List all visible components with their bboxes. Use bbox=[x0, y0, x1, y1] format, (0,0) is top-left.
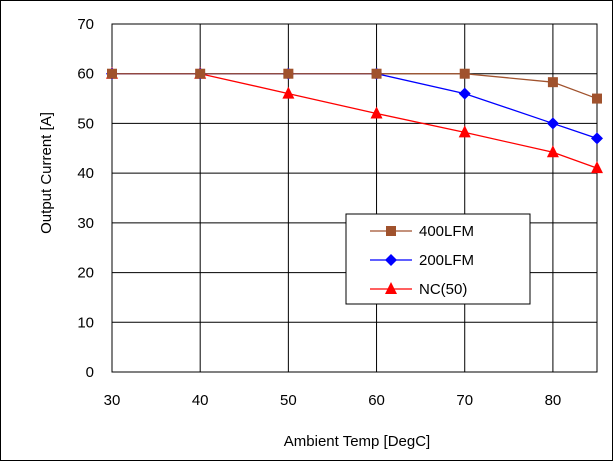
legend-marker-0 bbox=[386, 226, 396, 236]
series-2 bbox=[106, 66, 603, 174]
legend-item-1: 200LFM bbox=[370, 252, 474, 269]
legend-label-0: 400LFM bbox=[419, 223, 474, 240]
x-axis-label: Ambient Temp [DegC] bbox=[284, 433, 430, 450]
x-tick-label-1: 40 bbox=[192, 392, 209, 409]
series-2-point-6 bbox=[591, 161, 603, 174]
series-1-point-6 bbox=[591, 132, 603, 145]
series-1-point-4 bbox=[458, 87, 471, 100]
series-2-point-2 bbox=[282, 86, 295, 99]
series-0-point-3 bbox=[371, 68, 382, 79]
series-line-0 bbox=[112, 73, 598, 100]
y-tick-label-6: 60 bbox=[77, 66, 94, 83]
series-line-2 bbox=[112, 73, 598, 169]
legend-marker-1 bbox=[385, 254, 397, 266]
x-tick-labels: 30 40 50 60 70 80 bbox=[104, 392, 562, 409]
series-0-point-2 bbox=[283, 68, 294, 79]
y-tick-label-4: 40 bbox=[77, 165, 94, 182]
series-2-point-5 bbox=[546, 145, 559, 158]
grid-lines bbox=[111, 23, 598, 373]
series-1-point-5 bbox=[546, 117, 559, 130]
legend: 400LFM 200LFM NC(50) bbox=[345, 213, 531, 305]
series-2-point-3 bbox=[370, 106, 383, 119]
series-0-point-6 bbox=[592, 93, 602, 104]
y-tick-labels: 0 10 20 30 40 50 60 70 bbox=[77, 16, 94, 381]
legend-item-2: NC(50) bbox=[370, 281, 467, 298]
x-tick-label-0: 30 bbox=[104, 392, 121, 409]
y-tick-label-3: 30 bbox=[77, 215, 94, 232]
series-0-point-4 bbox=[459, 68, 470, 79]
x-tick-label-5: 80 bbox=[545, 392, 562, 409]
x-tick-label-3: 60 bbox=[368, 392, 385, 409]
series-0-point-5 bbox=[547, 77, 558, 88]
series-2-point-4 bbox=[458, 125, 471, 138]
y-tick-label-0: 0 bbox=[86, 364, 94, 381]
legend-item-0: 400LFM bbox=[370, 223, 474, 240]
series-0-point-0 bbox=[107, 68, 117, 79]
legend-marker-2 bbox=[385, 282, 397, 294]
y-axis-label: Output Current [A] bbox=[38, 112, 55, 234]
y-tick-label-7: 70 bbox=[77, 16, 94, 33]
legend-label-1: 200LFM bbox=[419, 252, 474, 269]
legend-label-2: NC(50) bbox=[419, 281, 467, 298]
series-line-1 bbox=[112, 73, 598, 139]
series-0 bbox=[107, 68, 602, 104]
plot-area-border bbox=[111, 23, 598, 373]
y-tick-label-2: 20 bbox=[77, 265, 94, 282]
y-tick-label-1: 10 bbox=[77, 314, 94, 331]
x-tick-label-2: 50 bbox=[280, 392, 297, 409]
series-0-point-1 bbox=[195, 68, 206, 79]
series-layer bbox=[106, 66, 603, 174]
x-tick-label-4: 70 bbox=[456, 392, 473, 409]
y-tick-label-5: 50 bbox=[77, 115, 94, 132]
